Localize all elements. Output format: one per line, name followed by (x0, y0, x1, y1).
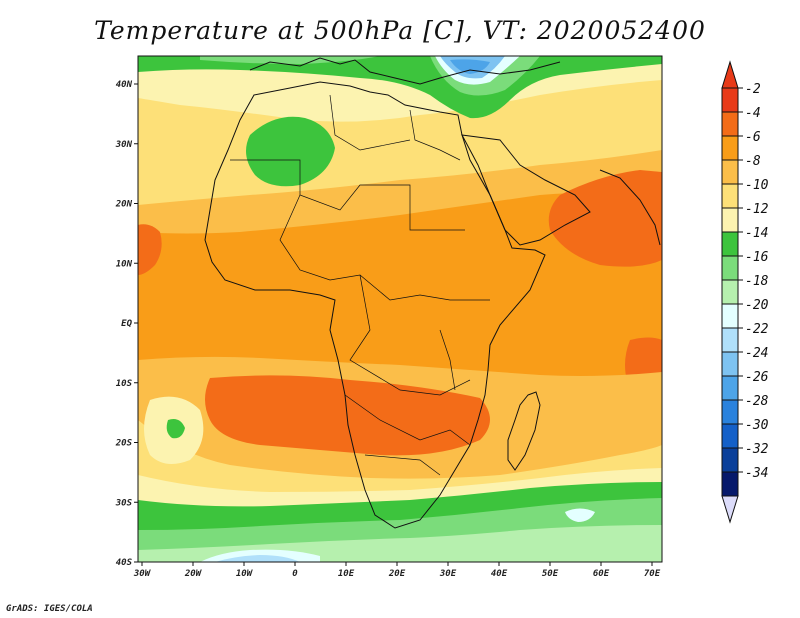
x-tick-label: 50E (542, 569, 559, 579)
colorbar-label: -8 (745, 154, 761, 169)
colorbar-label: -24 (745, 346, 768, 361)
x-axis: 30W 20W 10W 0 10E 20E 30E 40E 50E 60E 70E (133, 562, 661, 579)
map-frame (137, 55, 663, 563)
colorbar-label: -6 (745, 130, 761, 145)
chart-title: Temperature at 500hPa [C], VT: 202005240… (94, 16, 706, 45)
colorbar-swatch (721, 87, 739, 113)
y-tick-label: 10N (116, 259, 133, 269)
x-tick-label: 20E (388, 569, 406, 579)
colorbar-label: -28 (745, 394, 769, 409)
x-tick-label: 70E (644, 569, 661, 579)
colorbar-bottom-arrow (721, 495, 739, 524)
arabia-coastline (461, 134, 591, 246)
colorbar-label: -12 (745, 202, 769, 217)
india-coastline (599, 169, 661, 246)
colorbar-swatch (721, 423, 739, 449)
y-tick-label: 30N (115, 140, 133, 150)
europe-coastline (249, 57, 561, 85)
colorbar-swatch (721, 351, 739, 377)
field-patch-m14-atlantic (166, 419, 185, 439)
y-tick-label: EQ (121, 319, 132, 329)
y-tick-label: 10S (116, 379, 133, 389)
colorbar-label: -22 (745, 322, 769, 337)
footer-credit: GrADS: IGES/COLA (6, 604, 93, 614)
country-borders (230, 94, 490, 476)
colorbar-label: -20 (745, 298, 769, 313)
colorbar-swatch (721, 111, 739, 137)
x-tick-label: 0 (292, 569, 298, 579)
x-tick-label: 10E (338, 569, 355, 579)
x-tick-label: 60E (593, 569, 610, 579)
africa-coastline (204, 81, 546, 529)
colorbar-swatch (721, 231, 739, 257)
temperature-field (138, 56, 662, 562)
field-patch-m14-sahara (246, 116, 335, 187)
colorbar-swatch (721, 207, 739, 233)
colorbar-swatch (721, 327, 739, 353)
coastlines (204, 57, 661, 529)
field-band-m16-north (200, 56, 380, 64)
colorbar: -2 -4 -6 -8 -10 -12 -14 -16 -18 -20 -22 -24 -26 -28 -3… (721, 60, 769, 524)
field-band-m4-west (138, 224, 162, 275)
colorbar-label: -34 (745, 466, 768, 481)
x-tick-label: 30W (133, 569, 152, 579)
x-tick-label: 30E (439, 569, 457, 579)
field-band-m4-east (548, 170, 662, 267)
y-tick-label: 40N (116, 80, 133, 90)
colorbar-label: -10 (745, 178, 769, 193)
y-axis: 40N 30N 20N 10N EQ 10S 20S 30S 40S (115, 80, 138, 568)
colorbar-label: -16 (745, 250, 769, 265)
madagascar-coastline (507, 391, 541, 471)
field-patch-m22-south (215, 555, 300, 562)
colorbar-swatch (721, 183, 739, 209)
x-tick-label: 10W (236, 569, 254, 579)
x-tick-label: 40E (491, 569, 508, 579)
colorbar-label: -4 (745, 106, 761, 121)
colorbar-swatch (721, 399, 739, 425)
x-tick-label: 20W (184, 569, 203, 579)
colorbar-label: -32 (745, 442, 769, 457)
colorbar-swatch (721, 375, 739, 401)
colorbar-label: -18 (745, 274, 769, 289)
y-tick-label: 20S (115, 439, 133, 449)
colorbar-swatch (721, 255, 739, 281)
y-tick-label: 30S (115, 498, 133, 508)
colorbar-swatch (721, 303, 739, 329)
y-tick-label: 40S (116, 558, 133, 568)
field-band-m14-north (138, 56, 662, 119)
colorbar-swatch (721, 159, 739, 185)
colorbar-swatch (721, 471, 739, 497)
field-band-m26-ne (450, 59, 490, 74)
colorbar-label: -26 (745, 370, 769, 385)
colorbar-label: -30 (745, 418, 769, 433)
colorbar-label: -2 (745, 82, 761, 97)
colorbar-swatch (721, 279, 739, 305)
colorbar-swatch (721, 135, 739, 161)
colorbar-top-arrow (721, 60, 739, 89)
colorbar-label: -14 (745, 226, 768, 241)
colorbar-swatch (721, 447, 739, 473)
y-tick-label: 20N (115, 200, 133, 210)
field-patch-m20-se (565, 508, 595, 522)
